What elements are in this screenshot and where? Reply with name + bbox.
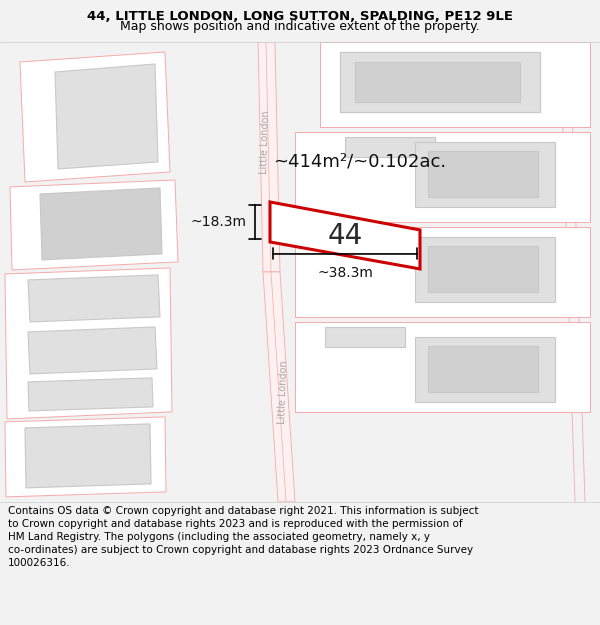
Polygon shape [25, 424, 151, 488]
Bar [428, 346, 538, 392]
Polygon shape [295, 132, 590, 222]
Bar [340, 52, 540, 112]
Bar [428, 246, 538, 292]
Polygon shape [320, 42, 590, 127]
Bar [428, 151, 538, 197]
Polygon shape [263, 272, 295, 502]
Polygon shape [10, 180, 178, 270]
Text: Map shows position and indicative extent of the property.: Map shows position and indicative extent… [120, 20, 480, 32]
Bar [325, 327, 405, 347]
Polygon shape [28, 275, 160, 322]
Text: 44: 44 [328, 222, 362, 250]
Polygon shape [28, 327, 157, 374]
Text: ~38.3m: ~38.3m [317, 266, 373, 280]
Bar [325, 232, 405, 252]
Bar [340, 52, 540, 112]
Text: Little London: Little London [277, 360, 289, 424]
Polygon shape [270, 202, 420, 269]
Text: Little London: Little London [259, 110, 271, 174]
Polygon shape [5, 268, 172, 419]
Bar [415, 142, 555, 207]
Polygon shape [20, 52, 170, 182]
Text: ~18.3m: ~18.3m [191, 215, 247, 229]
Polygon shape [295, 322, 590, 412]
Text: ~414m²/~0.102ac.: ~414m²/~0.102ac. [274, 153, 446, 171]
Text: Contains OS data © Crown copyright and database right 2021. This information is : Contains OS data © Crown copyright and d… [8, 506, 478, 568]
Bar [355, 62, 520, 102]
Bar [415, 237, 555, 302]
Bar [355, 62, 520, 102]
Polygon shape [295, 227, 590, 317]
Polygon shape [5, 417, 166, 497]
Bar [345, 137, 435, 157]
Polygon shape [28, 378, 153, 411]
Polygon shape [55, 64, 158, 169]
Text: 44, LITTLE LONDON, LONG SUTTON, SPALDING, PE12 9LE: 44, LITTLE LONDON, LONG SUTTON, SPALDING… [87, 11, 513, 24]
Polygon shape [40, 188, 162, 260]
Bar [415, 337, 555, 402]
Polygon shape [258, 42, 280, 272]
